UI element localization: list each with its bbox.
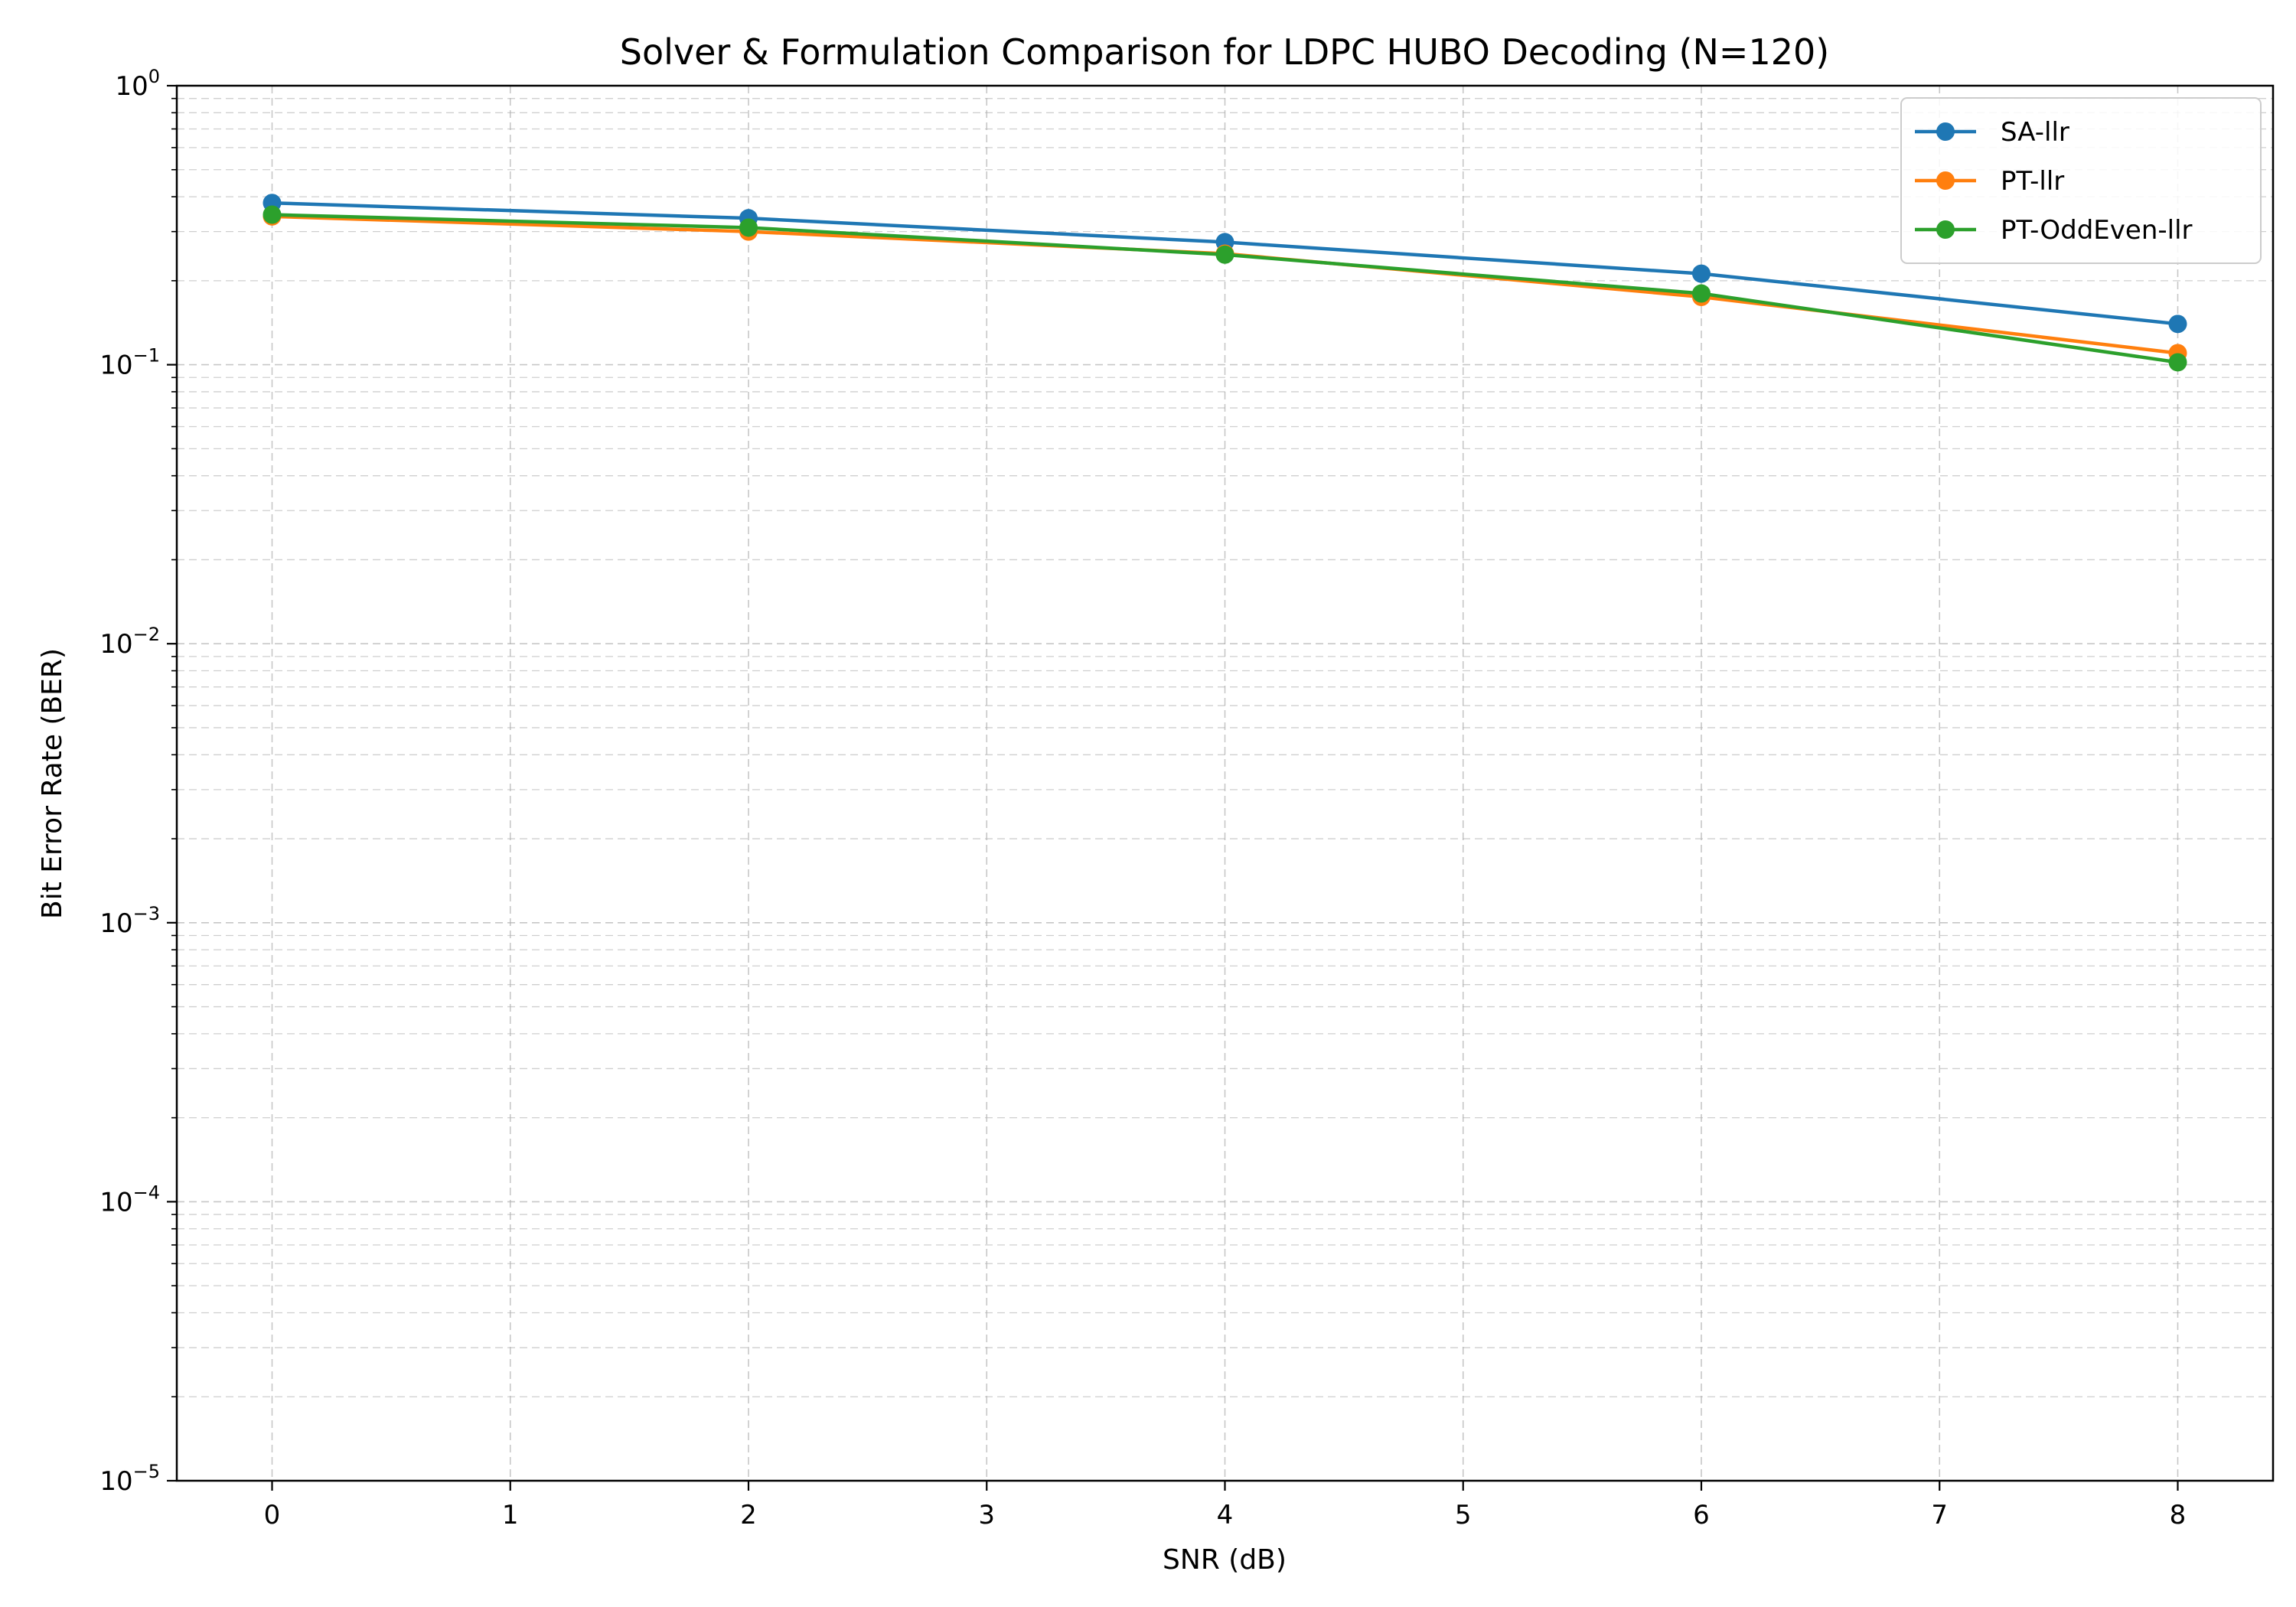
y-tick-label: 10−3	[99, 903, 160, 939]
chart-title: Solver & Formulation Comparison for LDPC…	[620, 31, 1829, 73]
x-axis-label: SNR (dB)	[1163, 1544, 1287, 1576]
data-point	[739, 218, 758, 237]
y-axis-label: Bit Error Rate (BER)	[37, 648, 68, 919]
legend-item: PT-OddEven-llr	[1915, 215, 2193, 246]
legend: SA-llr PT-llr PT-OddEven-llr	[1900, 97, 2262, 264]
y-tick-label: 10−4	[99, 1182, 160, 1217]
grid-lines	[177, 85, 2273, 1482]
x-tick-label: 4	[1217, 1500, 1234, 1530]
series-layer	[263, 194, 2187, 372]
x-tick-label: 2	[740, 1500, 757, 1530]
data-point	[1692, 264, 1711, 283]
series-3	[263, 205, 2187, 372]
x-tick-label: 8	[2170, 1500, 2187, 1530]
y-tick-label: 10−5	[99, 1461, 160, 1497]
legend-label: PT-llr	[2001, 166, 2064, 197]
legend-item: PT-llr	[1915, 166, 2064, 197]
x-tick-label: 7	[1931, 1500, 1948, 1530]
y-tick-label: 10−2	[99, 624, 160, 660]
legend-label: SA-llr	[2001, 117, 2069, 148]
legend-marker	[1936, 171, 1955, 190]
legend-frame	[1900, 97, 2262, 264]
y-tick-label: 100	[115, 66, 160, 102]
x-tick-label: 5	[1455, 1500, 1472, 1530]
y-tick-label: 10−1	[99, 345, 160, 381]
legend-item: SA-llr	[1915, 117, 2069, 148]
x-tick-label: 6	[1693, 1500, 1710, 1530]
x-tick-label: 1	[502, 1500, 519, 1530]
x-tick-label: 0	[264, 1500, 281, 1530]
legend-marker	[1936, 220, 1955, 239]
x-tick-label: 3	[978, 1500, 995, 1530]
data-point	[1215, 245, 1234, 264]
y-axis-ticks: 10−5 10−4 10−3 10−2 10−1 100	[99, 66, 177, 1497]
data-point	[2168, 315, 2187, 334]
data-point	[2168, 353, 2187, 372]
x-axis-ticks: 0 1 2 3 4 5 6 7 8	[264, 1481, 2187, 1530]
data-point	[1692, 284, 1711, 303]
legend-label: PT-OddEven-llr	[2001, 215, 2193, 246]
legend-marker	[1936, 122, 1955, 141]
data-point	[263, 205, 282, 224]
